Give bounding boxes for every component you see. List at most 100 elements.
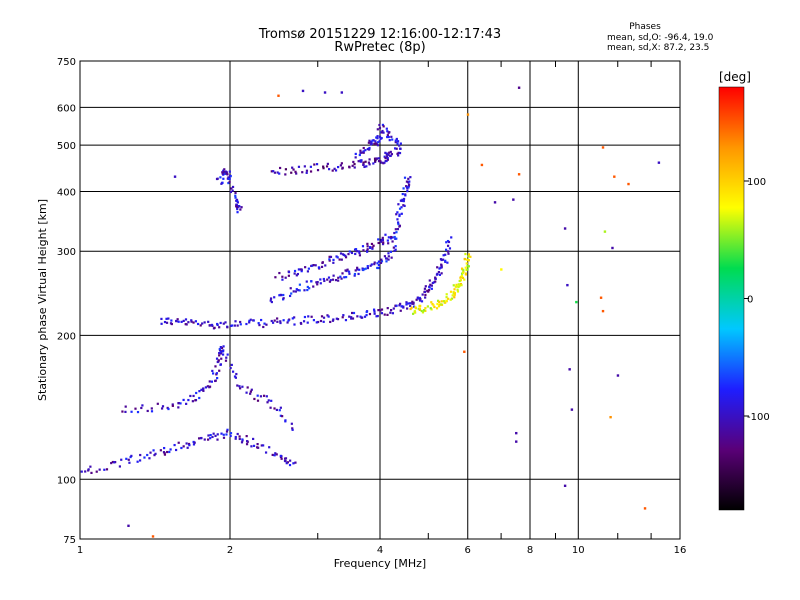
echo-point xyxy=(190,319,193,322)
echo-point xyxy=(316,280,319,284)
echo-point xyxy=(395,147,398,150)
echo-point xyxy=(278,172,281,175)
echo-point xyxy=(348,250,351,253)
echo-point xyxy=(284,173,287,176)
echo-point xyxy=(389,154,392,157)
y-tick-label: 500 xyxy=(57,141,76,152)
x-tick-label: 16 xyxy=(674,545,687,556)
echo-point xyxy=(298,283,302,286)
echo-point xyxy=(371,246,374,249)
echo-point xyxy=(460,267,464,270)
echo-point xyxy=(256,399,260,402)
echo-point xyxy=(322,165,325,168)
echo-point xyxy=(237,204,240,208)
echo-point xyxy=(289,287,292,290)
echo-point xyxy=(386,239,389,242)
echo-point xyxy=(214,365,217,368)
echo-point xyxy=(262,444,265,447)
echo-point xyxy=(290,292,293,295)
x-tick-label: 10 xyxy=(572,545,585,556)
echo-point xyxy=(386,307,389,310)
echo-point xyxy=(238,435,241,438)
echo-point xyxy=(393,231,396,235)
echo-point xyxy=(452,290,455,294)
echo-point xyxy=(415,298,418,301)
echo-point xyxy=(233,375,237,378)
echo-point xyxy=(121,410,124,413)
echo-point xyxy=(380,131,383,134)
echo-point xyxy=(219,352,223,355)
echo-point xyxy=(345,275,348,279)
echo-point xyxy=(138,459,142,462)
echo-point xyxy=(154,452,157,455)
echo-point xyxy=(270,319,273,323)
echo-point xyxy=(354,252,357,256)
echo-point xyxy=(445,296,448,299)
echo-point xyxy=(445,241,448,244)
echo-point xyxy=(326,162,329,165)
echo-point xyxy=(282,319,285,322)
echo-point xyxy=(366,245,369,248)
echo-point xyxy=(429,307,432,310)
echo-point xyxy=(424,309,427,312)
echo-point xyxy=(290,171,293,174)
echo-point xyxy=(389,150,392,153)
echo-point xyxy=(444,259,447,262)
echo-point xyxy=(277,94,280,97)
echo-point xyxy=(267,399,270,402)
echo-point xyxy=(332,258,335,261)
echo-point xyxy=(170,319,173,322)
echo-point xyxy=(316,320,320,324)
echo-point xyxy=(366,265,369,268)
echo-point xyxy=(408,180,411,183)
echo-point xyxy=(444,248,448,251)
echo-point xyxy=(384,257,388,260)
echo-point xyxy=(416,297,419,300)
echo-point xyxy=(338,258,341,261)
echo-point xyxy=(231,370,235,373)
echo-point xyxy=(222,169,225,172)
echo-point xyxy=(238,437,241,441)
echo-point xyxy=(366,250,369,253)
echo-point xyxy=(236,211,239,214)
echo-point xyxy=(160,322,163,325)
echo-point xyxy=(191,400,194,403)
echo-point xyxy=(270,399,273,402)
colorbar-tick-label: 100 xyxy=(747,177,766,188)
echo-point xyxy=(340,258,343,261)
echo-point xyxy=(396,142,399,145)
echo-point xyxy=(218,354,221,357)
echo-point xyxy=(364,267,367,270)
echo-point xyxy=(216,360,219,364)
echo-point xyxy=(307,267,310,270)
echo-point xyxy=(413,310,416,313)
echo-point xyxy=(171,404,174,407)
echo-point xyxy=(430,301,433,304)
echo-point xyxy=(295,288,298,291)
echo-point xyxy=(216,322,219,326)
echo-point xyxy=(235,204,238,207)
echo-point xyxy=(316,283,319,286)
echo-point xyxy=(165,321,169,324)
echo-point xyxy=(400,305,403,308)
echo-point xyxy=(127,524,130,528)
echo-point xyxy=(309,170,313,173)
echo-point xyxy=(222,433,225,436)
plot-frame xyxy=(79,60,681,540)
echo-point xyxy=(364,149,367,152)
echo-point xyxy=(257,446,260,449)
echo-point xyxy=(418,307,422,310)
echo-point xyxy=(95,470,98,473)
echo-point xyxy=(245,440,249,443)
echo-point xyxy=(372,308,376,311)
echo-point xyxy=(234,435,237,439)
echo-point xyxy=(405,186,409,189)
echo-point xyxy=(467,253,471,256)
echo-point xyxy=(229,366,232,370)
echo-point xyxy=(575,300,578,304)
echo-point xyxy=(269,297,273,300)
echo-point xyxy=(306,321,309,324)
echo-point xyxy=(377,266,380,270)
echo-point xyxy=(453,293,456,297)
echo-point xyxy=(234,196,237,199)
